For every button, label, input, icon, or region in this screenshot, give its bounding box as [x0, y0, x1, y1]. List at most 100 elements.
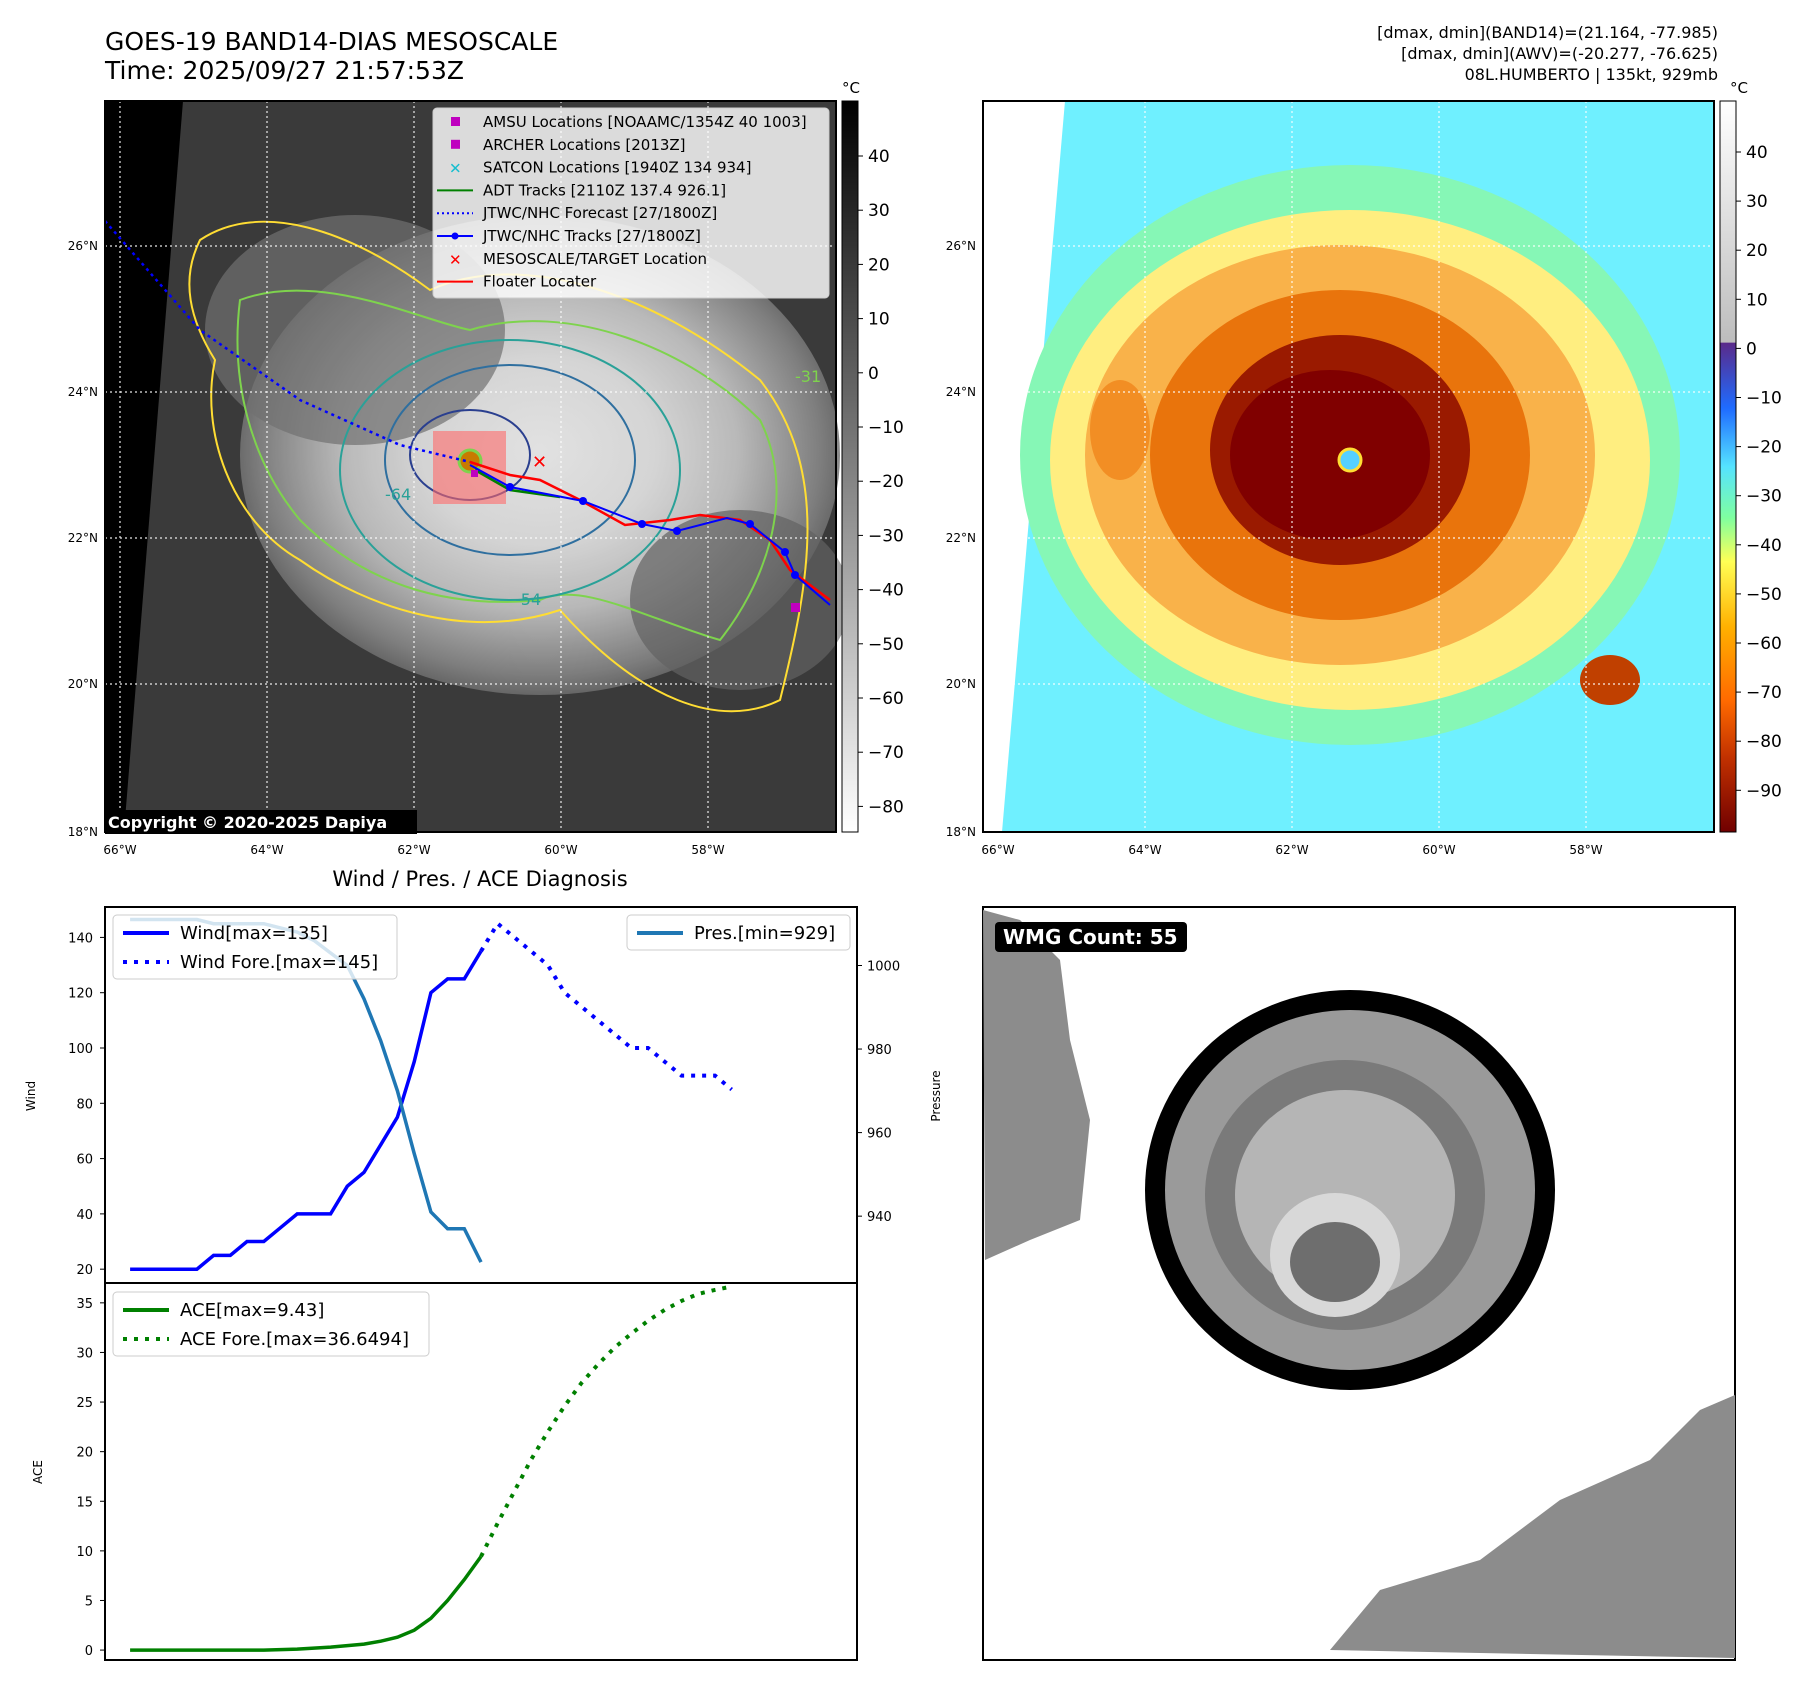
right-lat-label: 24°N	[946, 385, 976, 399]
legend-label: MESOSCALE/TARGET Location	[483, 250, 707, 268]
legend-label: ARCHER Locations [2013Z]	[483, 136, 686, 154]
pressure-axis-label: Pressure	[929, 1070, 943, 1121]
legend-marker-square	[451, 117, 460, 126]
right-color-map: 26°N 24°N 22°N 20°N 18°N 66°W 64°W 62°W 60°W 58°…	[946, 100, 1715, 857]
amsu-marker	[791, 603, 800, 612]
left-colorbar-tick: −20	[868, 472, 904, 492]
legend-label: JTWC/NHC Forecast [27/1800Z]	[482, 204, 717, 222]
y-tick-label: 5	[85, 1594, 93, 1609]
left-lat-label: 22°N	[68, 531, 98, 545]
chart-legend-label: ACE[max=9.43]	[180, 1300, 324, 1321]
right-lon-label: 62°W	[1275, 843, 1308, 857]
left-lon-label: 66°W	[103, 843, 136, 857]
wmg-panel: WMG Count: 55	[982, 906, 1736, 1661]
left-lon-label: 60°W	[544, 843, 577, 857]
wmg-count-label: WMG Count: 55	[1003, 925, 1178, 949]
legend-label: Floater Locater	[483, 273, 597, 291]
map-legend: AMSU Locations [NOAAMC/1354Z 40 1003] ARC…	[432, 107, 830, 299]
right-lat-label: 20°N	[946, 677, 976, 691]
left-colorbar-tick: 40	[868, 147, 890, 167]
right-lat-label: 22°N	[946, 531, 976, 545]
legend-item: ✕ MESOSCALE/TARGET Location	[449, 250, 707, 269]
storm-info: 08L.HUMBERTO | 135kt, 929mb	[1465, 65, 1718, 84]
ace-chart: 0 5 10 15 20 25 30 35 ACE[max=9.43] ACE Fore.[max…	[31, 1282, 858, 1661]
right-colorbar-tick: 40	[1746, 143, 1768, 163]
contour-label-31: -31	[795, 367, 821, 386]
y-tick-label: 20	[76, 1263, 93, 1278]
legend-item: JTWC/NHC Tracks [27/1800Z]	[437, 227, 701, 245]
left-colorbar-tick: −30	[868, 526, 904, 546]
legend-item: ✕ SATCON Locations [1940Z 134 934]	[449, 159, 751, 178]
right-colorbar-unit: °C	[1730, 79, 1748, 97]
right-colorbar-tick: −20	[1746, 438, 1782, 458]
right-colorbar-tick: 0	[1746, 339, 1757, 359]
legend-item: JTWC/NHC Forecast [27/1800Z]	[437, 204, 717, 222]
left-ir-map: -31 -64 -54 ✕ AMSU Locations [NOAAMC	[68, 100, 850, 857]
ace-axis-label: ACE	[31, 1460, 45, 1484]
y-tick-label: 15	[76, 1495, 93, 1510]
right-colorbar-tick: −10	[1746, 389, 1782, 409]
wind-pressure-chart: 20 40 60 80 100 120 140 940 960 980 1000 Wind[max=1…	[24, 906, 943, 1284]
dmax-awv: [dmax, dmin](AWV)=(-20.277, -76.625)	[1401, 44, 1718, 63]
right-lon-label: 66°W	[981, 843, 1014, 857]
floater-track	[469, 460, 831, 601]
best-track	[469, 464, 831, 606]
left-colorbar-tick: 10	[868, 310, 890, 330]
chart-legend-box	[112, 914, 398, 980]
right-colorbar-tick: 10	[1746, 290, 1768, 310]
y-tick-label: 60	[76, 1153, 93, 1168]
chart-legend-box	[112, 1291, 430, 1357]
legend-marker-x: ✕	[449, 160, 462, 178]
left-colorbar-tick: 20	[868, 255, 890, 275]
right-colorbar-tick: −90	[1746, 781, 1782, 801]
right-lat-label: 26°N	[946, 239, 976, 253]
left-colorbar-tick: 0	[868, 364, 879, 384]
right-colorbar: °C 40 30 20 10 0 −10 −20 −30 −40 −50 −60 −70 −80 −90	[1719, 79, 1782, 833]
figure-title: GOES-19 BAND14-DIAS MESOSCALE	[105, 27, 558, 56]
series-line	[479, 1284, 733, 1558]
y-tick-label: 25	[76, 1396, 93, 1411]
left-colorbar-tick: −40	[868, 581, 904, 601]
right-lon-label: 58°W	[1569, 843, 1602, 857]
chart-legend-label: ACE Fore.[max=36.6494]	[180, 1329, 409, 1350]
legend-label: ADT Tracks [2110Z 137.4 926.1]	[483, 181, 726, 199]
series-line	[130, 950, 483, 1271]
forecast-track	[104, 220, 471, 464]
y2-tick-label: 940	[867, 1210, 892, 1225]
right-lon-label: 60°W	[1422, 843, 1455, 857]
left-colorbar-tick: −80	[868, 797, 904, 817]
left-colorbar: °C 40 30 20 10 0 −10 −20 −30 −40 −50 −60 −70 −80	[841, 79, 904, 833]
y-tick-label: 140	[68, 931, 93, 946]
y2-tick-label: 960	[867, 1127, 892, 1142]
right-eye	[1337, 447, 1363, 473]
left-colorbar-tick: 30	[868, 201, 890, 221]
y2-tick-label: 1000	[867, 959, 900, 974]
legend-label: AMSU Locations [NOAAMC/1354Z 40 1003]	[483, 113, 807, 131]
right-colorbar-tick: −60	[1746, 634, 1782, 654]
legend-marker-x: ✕	[449, 251, 462, 269]
left-colorbar-tick: −50	[868, 635, 904, 655]
legend-item: Floater Locater	[437, 273, 597, 291]
diagnosis-title: Wind / Pres. / ACE Diagnosis	[332, 867, 627, 891]
right-colorbar-tick: −80	[1746, 732, 1782, 752]
y-tick-label: 40	[76, 1208, 93, 1223]
left-colorbar-tick: −60	[868, 689, 904, 709]
chart-legend-label: Pres.[min=929]	[694, 923, 835, 944]
right-colorbar-tick: −30	[1746, 487, 1782, 507]
left-lat-label: 18°N	[68, 825, 98, 839]
right-colorbar-tick: −70	[1746, 683, 1782, 703]
y-tick-label: 80	[76, 1097, 93, 1112]
y-tick-label: 120	[68, 987, 93, 1002]
right-lon-label: 64°W	[1128, 843, 1161, 857]
y-tick-label: 10	[76, 1545, 93, 1560]
left-lat-label: 26°N	[68, 239, 98, 253]
left-colorbar-tick: −10	[868, 418, 904, 438]
y2-tick-label: 980	[867, 1043, 892, 1058]
copyright-label: Copyright © 2020-2025 Dapiya	[108, 813, 387, 832]
right-lat-label: 18°N	[946, 825, 976, 839]
right-colorbar-tick: 30	[1746, 192, 1768, 212]
chart-legend-label: Wind Fore.[max=145]	[180, 952, 378, 973]
right-colorbar-tick: 20	[1746, 241, 1768, 261]
legend-item: ADT Tracks [2110Z 137.4 926.1]	[437, 181, 726, 199]
